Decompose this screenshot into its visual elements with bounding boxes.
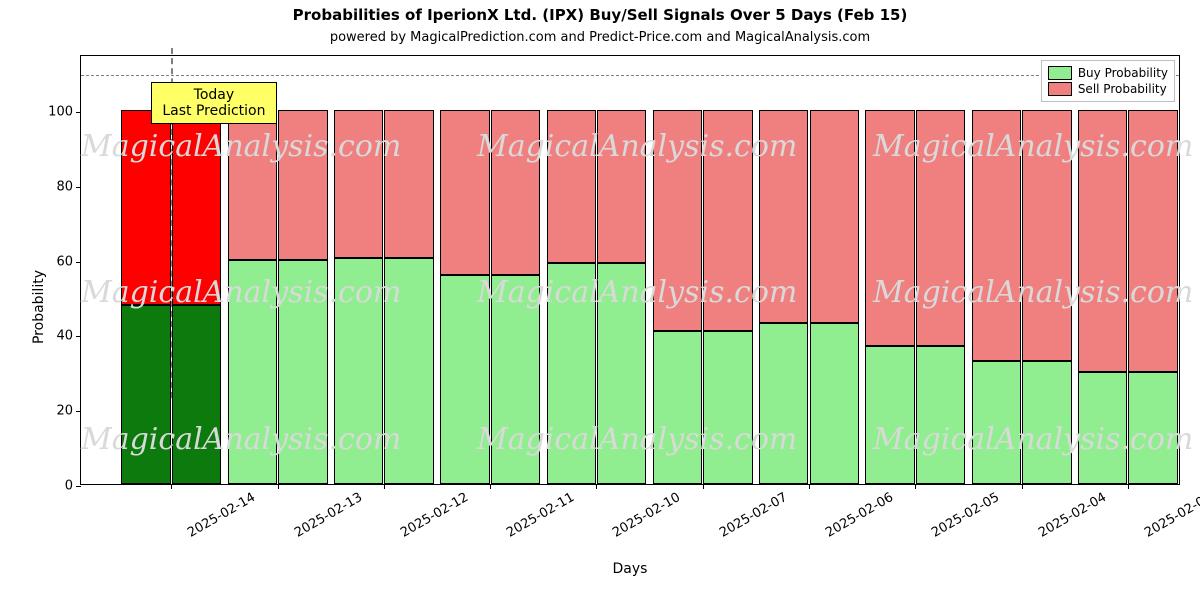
xtick-label: 2025-02-14 [185,490,258,541]
ytick-mark [76,262,81,263]
bar-buy [653,331,702,484]
chart-container: Probabilities of IperionX Ltd. (IPX) Buy… [0,0,1200,600]
xtick-label: 2025-02-12 [398,490,471,541]
bar-buy [334,258,383,484]
bar-sell [547,110,596,263]
xtick-mark [1022,484,1023,489]
bar-sell [228,110,277,260]
bar-buy [810,323,859,484]
annotation-line2: Last Prediction [162,103,265,119]
bar-buy [1078,372,1127,484]
xtick-label: 2025-02-05 [929,490,1002,541]
bar-buy [759,323,808,484]
ytick-mark [76,187,81,188]
bar-sell [597,110,646,263]
x-axis-label: Days [613,561,648,577]
today-annotation: TodayLast Prediction [151,82,276,124]
bar-sell [703,110,752,331]
xtick-mark [703,484,704,489]
bar-buy [547,263,596,484]
bar-buy [228,260,277,484]
legend-item: Sell Probability [1048,81,1168,97]
annotation-line1: Today [194,87,235,103]
ytick-label: 40 [56,329,73,344]
bar-buy [703,331,752,484]
xtick-mark [384,484,385,489]
bar-sell [384,110,433,258]
bar-sell [1022,110,1071,361]
chart-title: Probabilities of IperionX Ltd. (IPX) Buy… [0,6,1200,24]
xtick-label: 2025-02-11 [504,490,577,541]
legend-swatch [1048,82,1072,96]
bar-buy [440,275,489,484]
bar-buy [1128,372,1177,484]
ytick-label: 80 [56,179,73,194]
xtick-mark [596,484,597,489]
ytick-label: 0 [65,479,73,494]
legend-swatch [1048,66,1072,80]
ytick-mark [76,336,81,337]
ytick-mark [76,486,81,487]
xtick-mark [490,484,491,489]
reference-line [81,75,1179,76]
xtick-mark [1128,484,1129,489]
bar-sell [172,110,221,304]
bar-sell [810,110,859,323]
legend-label: Buy Probability [1078,66,1168,80]
legend-item: Buy Probability [1048,65,1168,81]
xtick-label: 2025-02-13 [292,490,365,541]
bar-sell [865,110,914,346]
bar-buy [916,346,965,484]
bar-sell [334,110,383,258]
bar-buy [597,263,646,484]
bar-buy [172,305,221,484]
y-axis-label: Probability [31,270,47,344]
bar-sell [278,110,327,260]
legend: Buy Probability Sell Probability [1041,60,1175,102]
xtick-mark [171,484,172,489]
xtick-label: 2025-02-04 [1036,490,1109,541]
bar-sell [759,110,808,323]
xtick-mark [278,484,279,489]
bar-buy [384,258,433,484]
bar-sell [653,110,702,331]
bar-buy [491,275,540,484]
plot-area: MagicalAnalysis.comMagicalAnalysis.comMa… [80,55,1180,485]
bar-sell [1078,110,1127,372]
bar-buy [1022,361,1071,484]
xtick-label: 2025-02-10 [611,490,684,541]
xtick-label: 2025-02-07 [717,490,790,541]
ytick-mark [76,112,81,113]
bar-buy [121,305,170,484]
bar-buy [972,361,1021,484]
bar-sell [1128,110,1177,372]
ytick-label: 100 [48,105,73,120]
bar-sell [440,110,489,275]
bar-sell [972,110,1021,361]
bar-sell [121,110,170,304]
xtick-label: 2025-02-06 [823,490,896,541]
ytick-mark [76,411,81,412]
ytick-label: 60 [56,254,73,269]
xtick-mark [915,484,916,489]
bar-sell [491,110,540,275]
ytick-label: 20 [56,404,73,419]
bar-buy [865,346,914,484]
xtick-mark [809,484,810,489]
bar-buy [278,260,327,484]
chart-subtitle: powered by MagicalPrediction.com and Pre… [0,30,1200,45]
legend-label: Sell Probability [1078,82,1167,96]
xtick-label: 2025-02-03 [1142,490,1200,541]
bar-sell [916,110,965,346]
